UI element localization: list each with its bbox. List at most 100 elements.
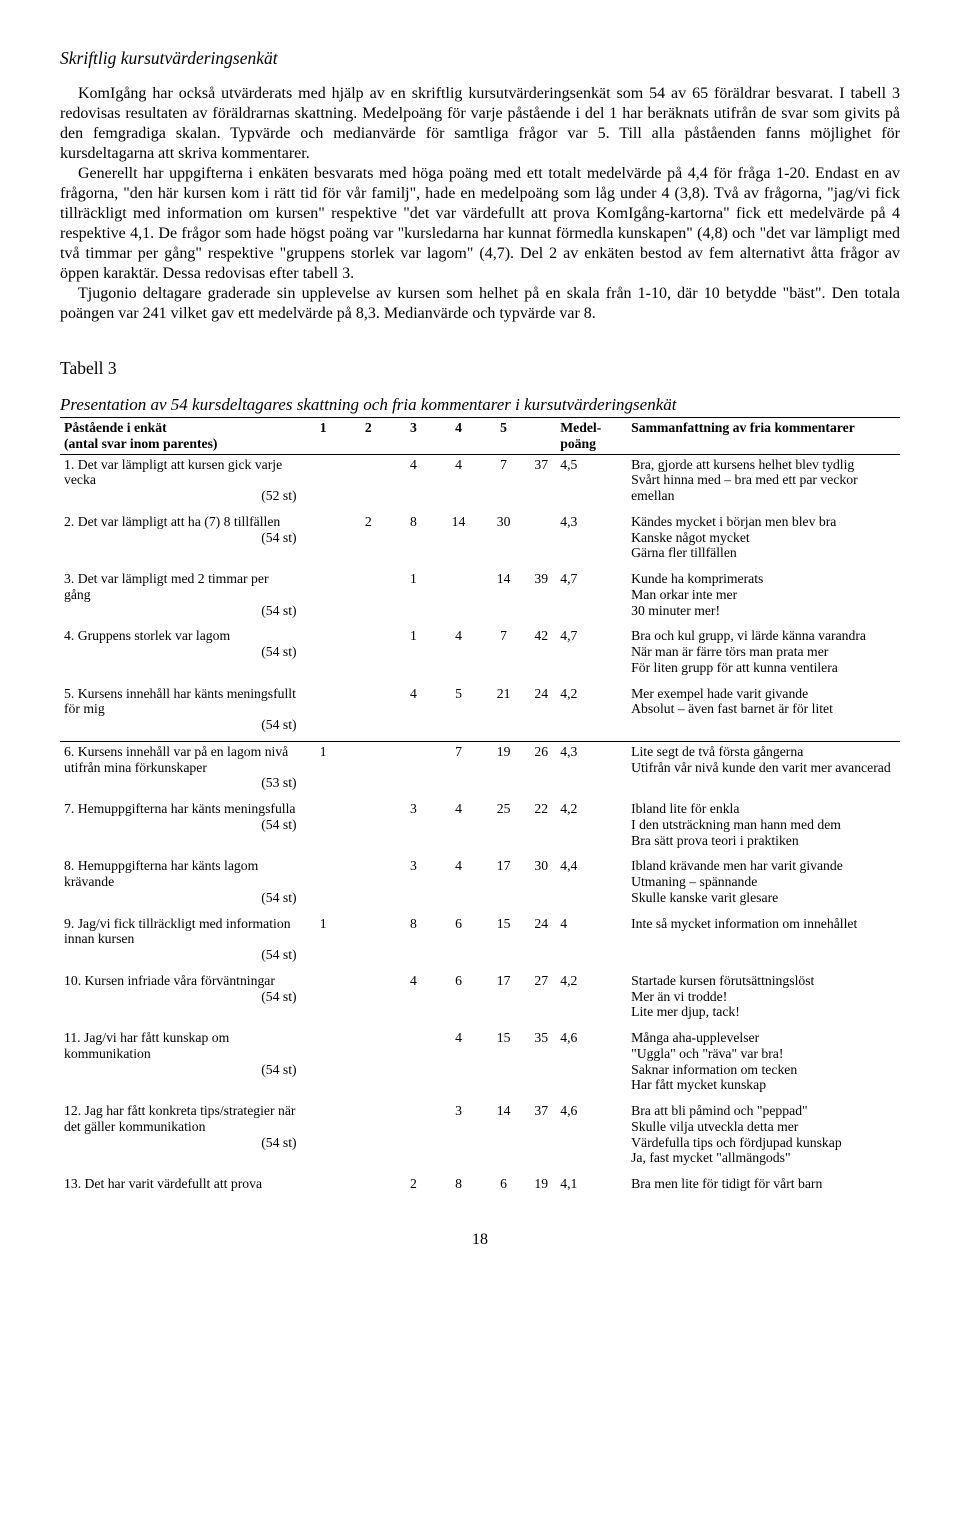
count-label: (54 st) — [261, 890, 296, 906]
cell-value: 4 — [391, 454, 436, 512]
table-row: 11. Jag/vi har fått kunskap om kommunika… — [60, 1028, 900, 1101]
cell-statement: 7. Hemuppgifterna har känts meningsfulla… — [60, 799, 301, 856]
cell-mean: 4,5 — [556, 454, 627, 512]
th-mean-line1: Medel- — [560, 420, 601, 435]
cell-comments: Lite segt de två första gångernaUtifrån … — [627, 741, 900, 799]
cell-value: 17 — [481, 971, 526, 1028]
cell-value — [346, 741, 391, 799]
cell-comments: Bra och kul grupp, vi lärde känna varand… — [627, 626, 900, 683]
cell-value: 19 — [481, 741, 526, 799]
cell-statement: 4. Gruppens storlek var lagom(54 st) — [60, 626, 301, 683]
cell-value — [301, 684, 346, 742]
paragraph-1: KomIgång har också utvärderats med hjälp… — [60, 84, 900, 164]
cell-value: 19 — [526, 1174, 556, 1200]
cell-value — [301, 569, 346, 626]
cell-value: 5 — [436, 684, 481, 742]
cell-value: 7 — [481, 454, 526, 512]
cell-value: 24 — [526, 684, 556, 742]
cell-value: 7 — [436, 741, 481, 799]
cell-value: 4 — [436, 856, 481, 913]
cell-value: 14 — [481, 569, 526, 626]
cell-value: 6 — [436, 971, 481, 1028]
cell-comments: Många aha-upplevelser"Uggla" och "räva" … — [627, 1028, 900, 1101]
cell-value: 2 — [391, 1174, 436, 1200]
cell-value: 22 — [526, 799, 556, 856]
cell-value — [301, 799, 346, 856]
cell-value: 3 — [391, 856, 436, 913]
cell-value — [301, 454, 346, 512]
paragraph-2: Generellt har uppgifterna i enkäten besv… — [60, 164, 900, 284]
table-heading: Tabell 3 — [60, 358, 900, 380]
cell-value: 30 — [526, 856, 556, 913]
count-label: (54 st) — [261, 989, 296, 1005]
count-label: (54 st) — [261, 603, 296, 619]
cell-value: 24 — [526, 914, 556, 971]
cell-value — [436, 569, 481, 626]
cell-mean: 4,2 — [556, 971, 627, 1028]
th-1: 1 — [301, 418, 346, 455]
cell-value — [346, 971, 391, 1028]
cell-mean: 4,1 — [556, 1174, 627, 1200]
cell-comments: Bra, gjorde att kursens helhet blev tydl… — [627, 454, 900, 512]
th-blank — [526, 418, 556, 455]
cell-comments: Mer exempel hade varit givandeAbsolut – … — [627, 684, 900, 742]
cell-value: 21 — [481, 684, 526, 742]
cell-value: 30 — [481, 512, 526, 569]
table-row: 9. Jag/vi fick tillräckligt med informat… — [60, 914, 900, 971]
cell-value: 3 — [391, 799, 436, 856]
cell-value — [301, 1174, 346, 1200]
table-row: 5. Kursens innehåll har känts meningsful… — [60, 684, 900, 742]
cell-value: 4 — [391, 684, 436, 742]
cell-statement: 12. Jag har fått konkreta tips/strategie… — [60, 1101, 301, 1174]
table-caption: Presentation av 54 kursdeltagares skattn… — [60, 394, 900, 415]
cell-mean: 4 — [556, 914, 627, 971]
count-label: (54 st) — [261, 1062, 296, 1078]
cell-value: 2 — [346, 512, 391, 569]
cell-statement: 2. Det var lämpligt att ha (7) 8 tillfäl… — [60, 512, 301, 569]
th-3: 3 — [391, 418, 436, 455]
cell-mean: 4,2 — [556, 684, 627, 742]
cell-value — [346, 914, 391, 971]
cell-value: 1 — [301, 741, 346, 799]
table-row: 7. Hemuppgifterna har känts meningsfulla… — [60, 799, 900, 856]
cell-value — [346, 1028, 391, 1101]
cell-value — [346, 626, 391, 683]
th-mean-line2: poäng — [560, 436, 596, 451]
cell-value — [301, 971, 346, 1028]
cell-mean: 4,6 — [556, 1101, 627, 1174]
table-row: 4. Gruppens storlek var lagom(54 st)1474… — [60, 626, 900, 683]
cell-comments: Inte så mycket information om innehållet — [627, 914, 900, 971]
cell-value: 14 — [481, 1101, 526, 1174]
cell-mean: 4,4 — [556, 856, 627, 913]
cell-statement: 13. Det har varit värdefullt att prova — [60, 1174, 301, 1200]
cell-value: 8 — [436, 1174, 481, 1200]
cell-statement: 11. Jag/vi har fått kunskap om kommunika… — [60, 1028, 301, 1101]
th-2: 2 — [346, 418, 391, 455]
cell-statement: 6. Kursens innehåll var på en lagom nivå… — [60, 741, 301, 799]
count-label: (54 st) — [261, 947, 296, 963]
survey-table: Påstående i enkät (antal svar inom paren… — [60, 417, 900, 1200]
cell-value: 42 — [526, 626, 556, 683]
cell-value — [346, 684, 391, 742]
count-label: (54 st) — [261, 817, 296, 833]
count-label: (53 st) — [261, 775, 296, 791]
cell-statement: 3. Det var lämpligt med 2 timmar per gån… — [60, 569, 301, 626]
cell-value — [301, 626, 346, 683]
th-statement-line1: Påstående i enkät — [64, 420, 167, 435]
cell-value: 37 — [526, 1101, 556, 1174]
count-label: (52 st) — [261, 488, 296, 504]
cell-value: 4 — [436, 626, 481, 683]
cell-value: 4 — [391, 971, 436, 1028]
cell-mean: 4,7 — [556, 569, 627, 626]
cell-value — [346, 1174, 391, 1200]
cell-mean: 4,3 — [556, 512, 627, 569]
cell-value: 7 — [481, 626, 526, 683]
cell-value: 8 — [391, 914, 436, 971]
cell-value — [526, 512, 556, 569]
cell-value: 8 — [391, 512, 436, 569]
cell-statement: 8. Hemuppgifterna har känts lagom krävan… — [60, 856, 301, 913]
cell-value: 39 — [526, 569, 556, 626]
page-number: 18 — [60, 1230, 900, 1250]
table-row: 8. Hemuppgifterna har känts lagom krävan… — [60, 856, 900, 913]
cell-value: 17 — [481, 856, 526, 913]
